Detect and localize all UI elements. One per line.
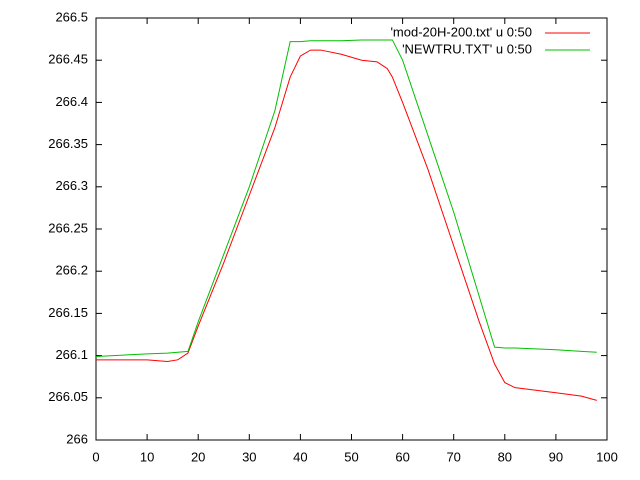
series-line	[95, 39, 597, 357]
x-tick-label: 20	[191, 449, 205, 464]
y-tick-label: 266.5	[55, 9, 88, 24]
y-tick-label: 266.4	[55, 94, 88, 109]
x-tick-label: 80	[498, 449, 512, 464]
x-tick-label: 10	[140, 449, 154, 464]
y-tick-label: 266.45	[48, 52, 88, 67]
legend-label: 'NEWTRU.TXT' u 0:50	[402, 41, 532, 56]
y-tick-label: 266.2	[55, 263, 88, 278]
series-line	[96, 49, 597, 401]
y-tick-label: 266	[66, 431, 88, 446]
y-tick-label: 266.3	[55, 178, 88, 193]
y-tick-label: 266.35	[48, 136, 88, 151]
y-tick-label: 266.25	[48, 220, 88, 235]
x-tick-label: 60	[395, 449, 409, 464]
y-tick-label: 266.1	[55, 347, 88, 362]
plot-border	[95, 17, 608, 441]
x-tick-label: 50	[344, 449, 358, 464]
x-tick-label: 70	[446, 449, 460, 464]
y-tick-label: 266.05	[48, 389, 88, 404]
x-tick-label: 100	[596, 449, 618, 464]
legend-label: 'mod-20H-200.txt' u 0:50	[390, 24, 532, 39]
y-tick-label: 266.15	[48, 305, 88, 320]
x-tick-label: 90	[549, 449, 563, 464]
x-tick-label: 0	[92, 449, 99, 464]
x-tick-label: 40	[293, 449, 307, 464]
x-tick-label: 30	[242, 449, 256, 464]
